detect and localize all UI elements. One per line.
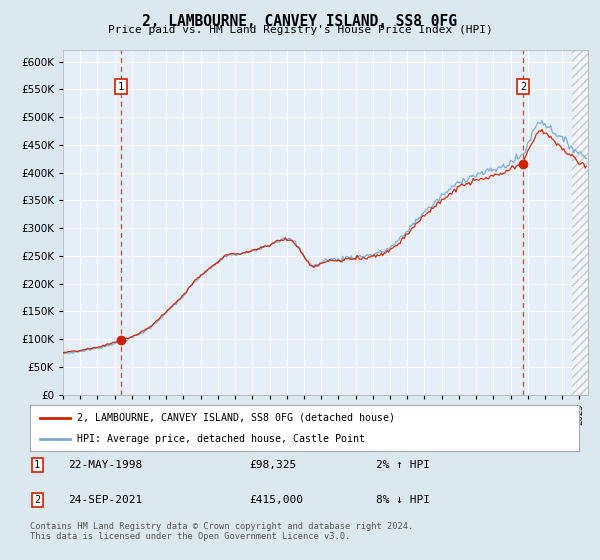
Text: 2, LAMBOURNE, CANVEY ISLAND, SS8 0FG: 2, LAMBOURNE, CANVEY ISLAND, SS8 0FG [143,14,458,29]
Text: 2: 2 [520,82,526,92]
Text: Contains HM Land Registry data © Crown copyright and database right 2024.
This d: Contains HM Land Registry data © Crown c… [30,522,413,542]
Text: 2: 2 [34,495,40,505]
Text: £98,325: £98,325 [250,460,297,470]
Text: 24-SEP-2021: 24-SEP-2021 [68,495,143,505]
Bar [572,50,598,395]
Text: £415,000: £415,000 [250,495,304,505]
Text: 8% ↓ HPI: 8% ↓ HPI [376,495,430,505]
Text: Price paid vs. HM Land Registry's House Price Index (HPI): Price paid vs. HM Land Registry's House … [107,25,493,35]
Text: 1: 1 [34,460,40,470]
Text: 2, LAMBOURNE, CANVEY ISLAND, SS8 0FG (detached house): 2, LAMBOURNE, CANVEY ISLAND, SS8 0FG (de… [77,413,395,423]
Text: 2% ↑ HPI: 2% ↑ HPI [376,460,430,470]
Text: 22-MAY-1998: 22-MAY-1998 [68,460,143,470]
Text: HPI: Average price, detached house, Castle Point: HPI: Average price, detached house, Cast… [77,435,365,444]
Text: 1: 1 [118,82,124,92]
